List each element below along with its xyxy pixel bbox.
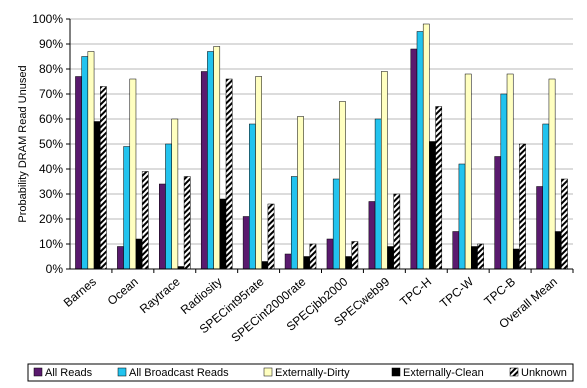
bar-all-broadcast-reads [290,176,298,270]
y-tick-label: 0% [46,262,64,276]
bar-externally-clean [219,198,227,270]
bar-externally-clean [261,261,269,270]
legend-label: Externally-Dirty [275,367,350,379]
bar-all-reads [536,186,543,270]
bar-all-reads [368,201,376,270]
y-tick-label: 80% [39,62,63,76]
bar-externally-clean [429,141,436,270]
legend: All Reads All Broadcast Reads Externally-D… [27,363,574,382]
bar-all-broadcast-reads [207,51,214,270]
bar-all-broadcast-reads [332,178,340,270]
bar-unknown [393,193,401,270]
bar-unknown [267,203,275,270]
bar-externally-dirty [171,118,179,270]
bar-all-reads [494,156,502,270]
y-tick-label: 90% [39,37,63,51]
bar-all-reads [410,48,418,270]
bar-all-reads [200,71,208,270]
x-tick-label: Barnes [61,275,99,310]
bar-unknown [477,243,484,270]
bar-externally-dirty [129,78,137,270]
x-tick-label: SPECint2000rate [228,274,308,345]
bar-externally-dirty [381,71,388,270]
bar-externally-clean [471,246,478,270]
bar-all-broadcast-reads [500,93,508,270]
y-tick-label: 20% [39,212,63,226]
x-tick-label: TPC-W [437,274,477,310]
bar-externally-dirty [339,101,346,270]
bar-unknown [100,86,107,270]
bar-externally-dirty [422,23,430,270]
bar-unknown [309,243,317,270]
bar-unknown [225,78,233,270]
bar-all-reads [159,183,166,270]
bar-externally-dirty [464,73,472,270]
bar-unknown [519,143,526,270]
bar-all-reads [284,253,292,270]
y-tick-label: 60% [39,112,63,126]
bar-externally-clean [303,256,311,270]
bar-all-broadcast-reads [81,56,89,270]
legend-swatch [33,367,43,377]
bar-all-reads [452,231,460,270]
legend-label: Externally-Clean [403,367,484,379]
bar-all-reads [75,76,82,270]
bar-externally-dirty [87,51,95,270]
bar-all-broadcast-reads [416,31,424,270]
bar-externally-dirty [506,73,514,270]
y-tick-label: 30% [39,187,63,201]
x-tick-label: Raytrace [137,274,183,316]
legend-label: All Broadcast Reads [129,367,229,379]
legend-label: Unknown [521,367,567,379]
x-tick-label: TPC-H [397,275,434,309]
bar-unknown [351,241,359,270]
bar-all-reads [117,246,124,270]
y-tick-label: 70% [39,87,63,101]
y-tick-label: 100% [32,12,63,26]
bar-externally-clean [387,246,394,270]
y-tick-label: 10% [39,237,63,251]
legend-swatch [391,367,401,377]
bar-unknown [561,178,568,270]
bar-all-broadcast-reads [458,163,466,270]
bar-all-broadcast-reads [374,118,382,270]
legend-label: All Reads [45,367,93,379]
y-tick-label: 40% [39,162,63,176]
legend-swatch [509,367,519,377]
x-tick-label: Ocean [105,275,141,308]
bar-externally-dirty [213,46,221,270]
bar-all-broadcast-reads [249,123,256,270]
bar-all-reads [242,216,250,270]
bar-unknown [183,176,191,270]
legend-box [27,363,574,382]
x-tick-label: TPC-B [481,275,518,309]
bar-all-broadcast-reads [542,123,550,270]
bar-externally-clean [93,121,101,270]
bar-externally-clean [554,231,562,270]
bar-all-broadcast-reads [165,143,172,270]
bar-externally-dirty [255,76,262,270]
legend-swatch [117,367,127,377]
bar-externally-dirty [548,78,556,270]
bar-externally-clean [345,256,353,270]
y-axis-label: Probability DRAM Read Unused [17,65,29,222]
bar-all-broadcast-reads [123,146,131,270]
bar-unknown [141,171,149,270]
bar-externally-clean [135,238,143,270]
gridlines [70,18,573,270]
bar-externally-dirty [297,116,304,270]
legend-swatch [263,367,273,377]
y-tick-label: 50% [39,137,63,151]
bar-externally-clean [512,248,520,270]
bar-all-reads [326,238,334,270]
bar-unknown [435,106,443,270]
bars [75,23,568,270]
